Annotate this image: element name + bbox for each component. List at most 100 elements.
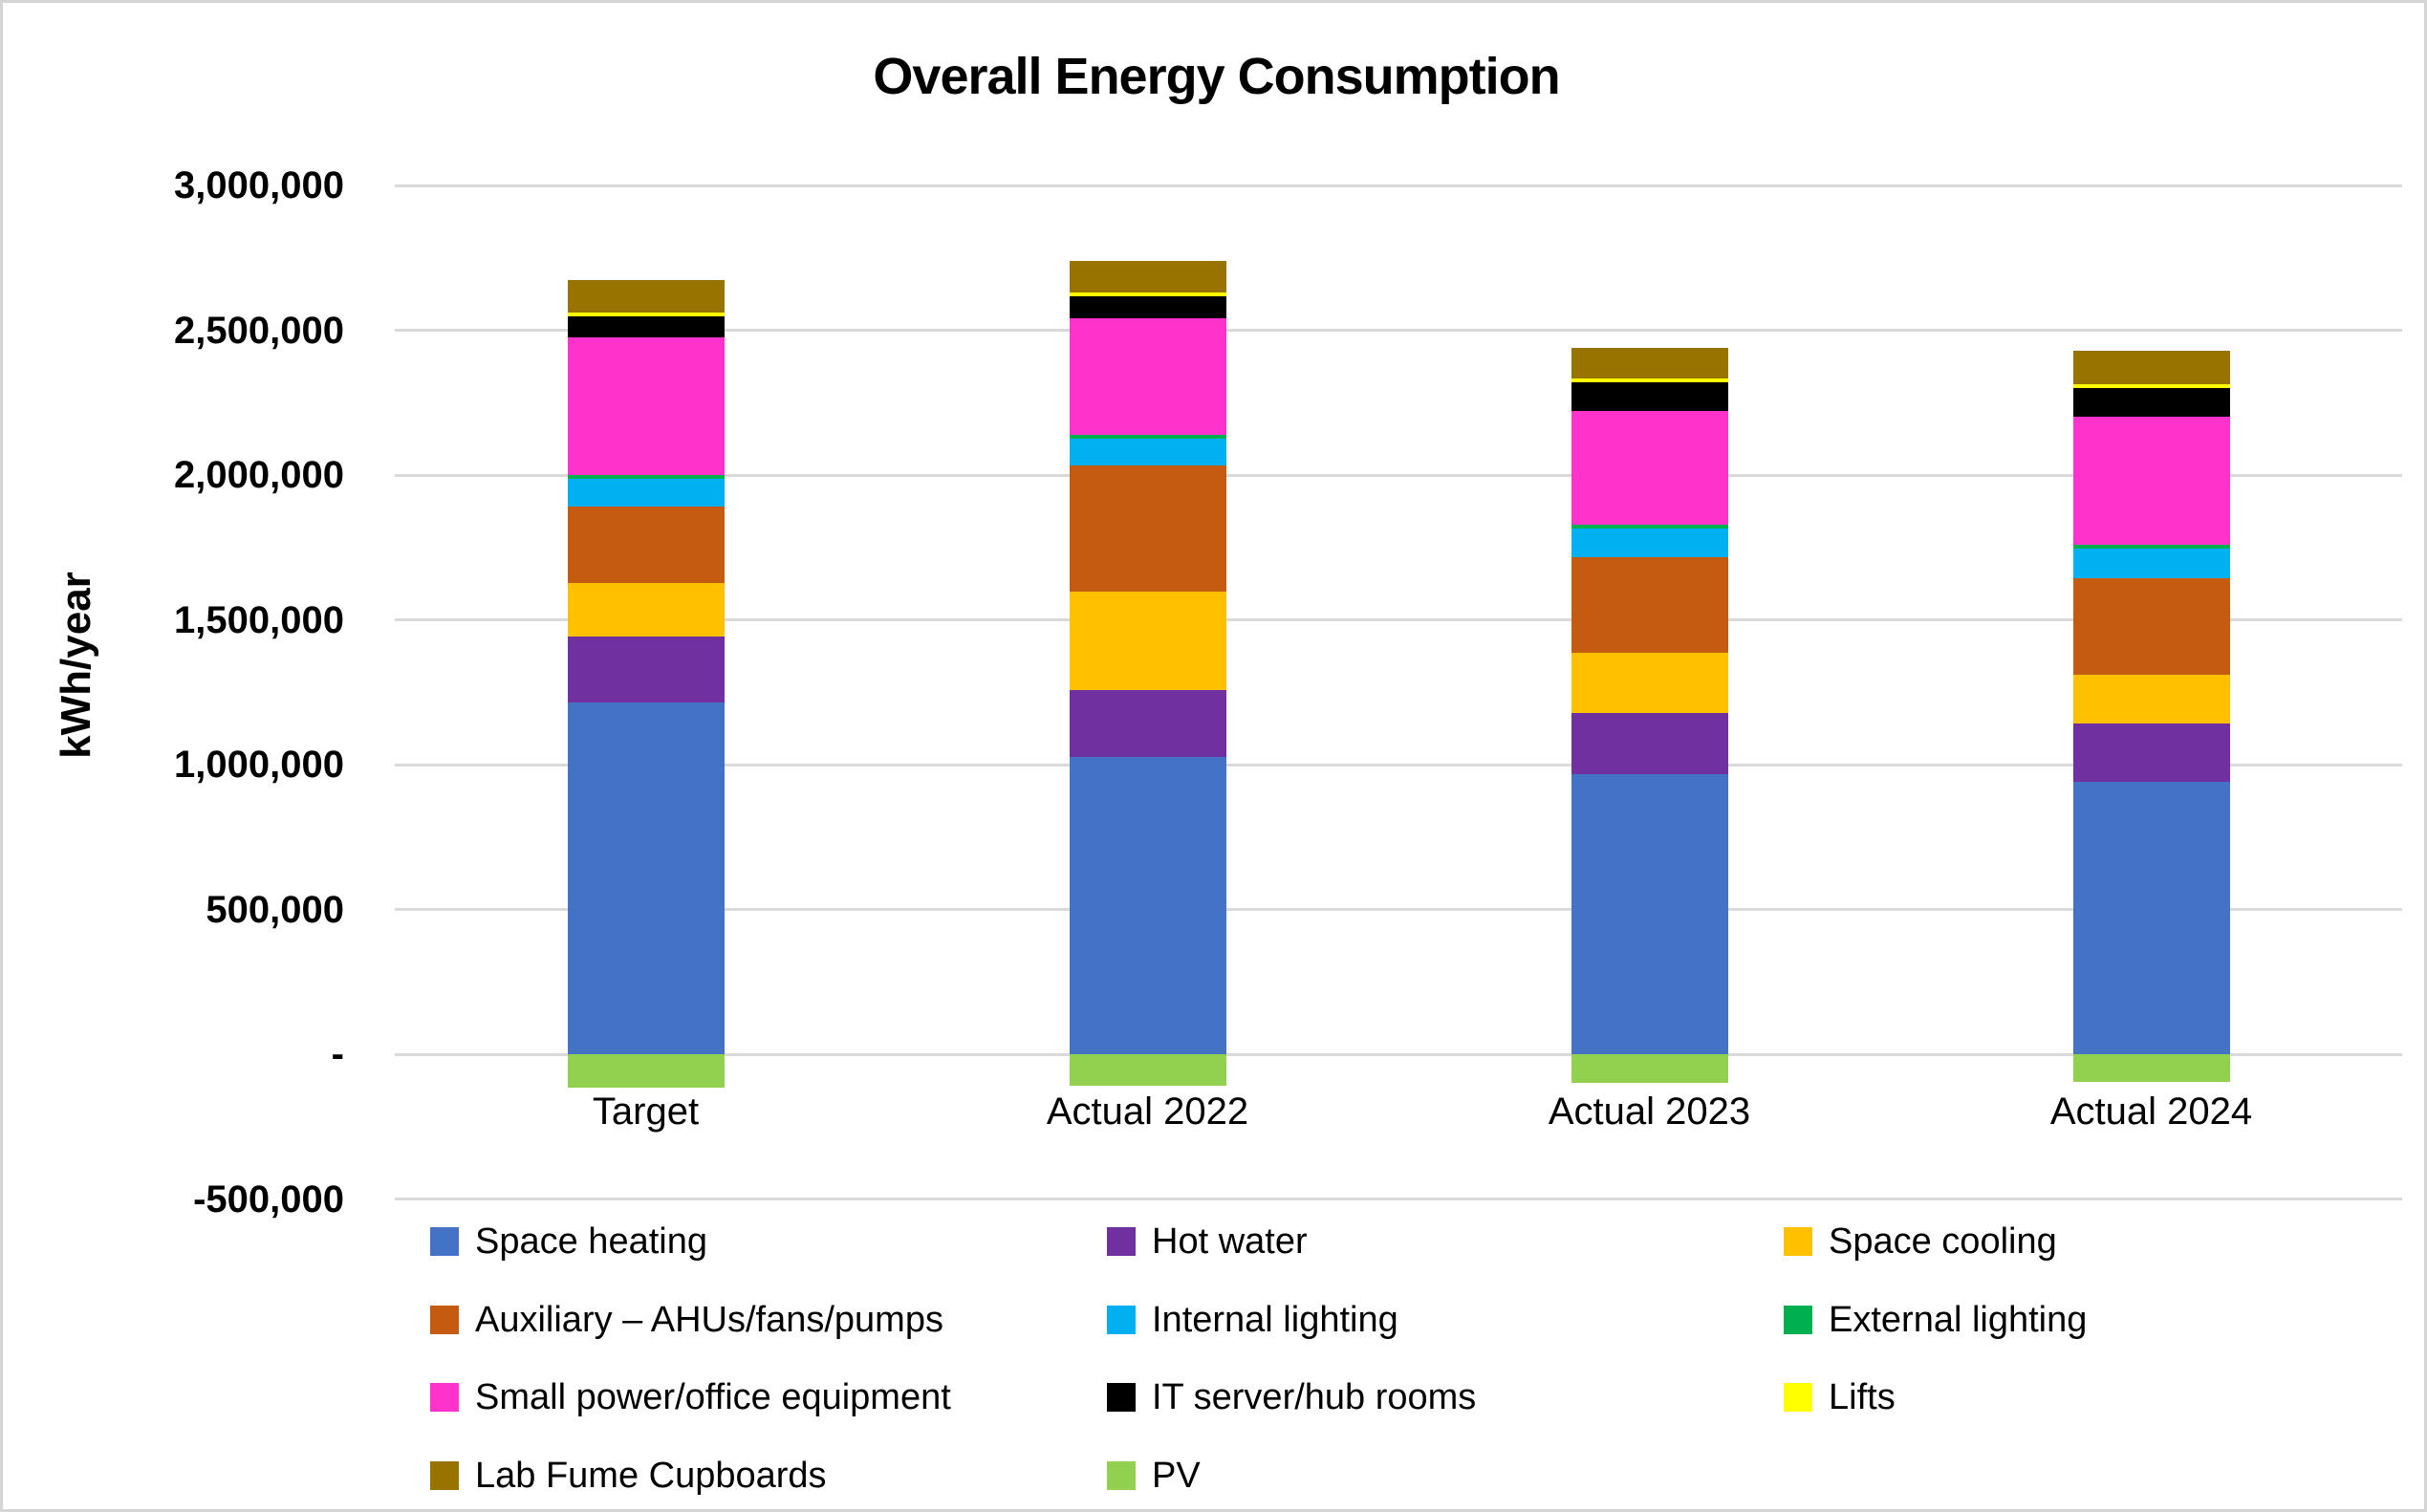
bar-segment-external-lighting-target[interactable] bbox=[567, 475, 725, 480]
legend-swatch-icon bbox=[1784, 1227, 1812, 1256]
bar-segment-external-lighting-actual-2024[interactable] bbox=[2072, 545, 2230, 550]
category-label-target: Target bbox=[592, 1091, 700, 1133]
legend-swatch-icon bbox=[1784, 1305, 1812, 1334]
legend-label: Small power/office equipment bbox=[475, 1377, 951, 1418]
bar-segment-space-heating-actual-2023[interactable] bbox=[1571, 773, 1728, 1054]
bar-segment-pv-target[interactable] bbox=[567, 1054, 725, 1088]
gridline--500000 bbox=[395, 1198, 2402, 1200]
bar-segment-space-cooling-actual-2024[interactable] bbox=[2072, 675, 2230, 724]
bar-segment-lab-fume-cupboards-actual-2022[interactable] bbox=[1069, 260, 1226, 293]
bar-segment-space-heating-actual-2024[interactable] bbox=[2072, 782, 2230, 1054]
bar-segment-space-cooling-actual-2022[interactable] bbox=[1069, 591, 1226, 690]
bar-segment-small-power-office-equipment-actual-2022[interactable] bbox=[1069, 317, 1226, 436]
legend-swatch-icon bbox=[1107, 1227, 1136, 1256]
legend-item-lifts[interactable]: Lifts bbox=[1784, 1376, 1896, 1418]
bar-segment-small-power-office-equipment-actual-2024[interactable] bbox=[2072, 416, 2230, 545]
legend-label: Space cooling bbox=[1829, 1221, 2057, 1262]
legend-label: PV bbox=[1152, 1456, 1201, 1497]
bar-segment-lifts-actual-2024[interactable] bbox=[2072, 383, 2230, 388]
bar-segment-small-power-office-equipment-target[interactable] bbox=[567, 337, 725, 475]
bar-segment-internal-lighting-actual-2024[interactable] bbox=[2072, 549, 2230, 579]
gridline-2500000 bbox=[395, 329, 2402, 332]
bar-segment-auxiliary-ahus-fans-pumps-actual-2023[interactable] bbox=[1571, 556, 1728, 653]
category-label-actual-2024: Actual 2024 bbox=[2049, 1091, 2253, 1133]
legend-item-lab-fume-cupboards[interactable]: Lab Fume Cupboards bbox=[430, 1455, 827, 1497]
legend-item-it-server-hub-rooms[interactable]: IT server/hub rooms bbox=[1107, 1376, 1476, 1418]
bar-segment-hot-water-actual-2023[interactable] bbox=[1571, 713, 1728, 774]
legend-label: External lighting bbox=[1829, 1299, 2088, 1340]
legend-label: Auxiliary – AHUs/fans/pumps bbox=[475, 1299, 943, 1340]
legend-item-external-lighting[interactable]: External lighting bbox=[1784, 1299, 2087, 1341]
y-tick-label: 1,500,000 bbox=[174, 598, 344, 641]
bar-segment-pv-actual-2024[interactable] bbox=[2072, 1054, 2230, 1083]
bar-segment-it-server-hub-rooms-actual-2024[interactable] bbox=[2072, 387, 2230, 417]
y-tick-label: - bbox=[331, 1033, 344, 1075]
legend-swatch-icon bbox=[1107, 1305, 1136, 1334]
bar-segment-auxiliary-ahus-fans-pumps-actual-2024[interactable] bbox=[2072, 578, 2230, 676]
bar-segment-hot-water-actual-2022[interactable] bbox=[1069, 689, 1226, 758]
bar-segment-internal-lighting-target[interactable] bbox=[567, 479, 725, 507]
bar-segment-internal-lighting-actual-2022[interactable] bbox=[1069, 439, 1226, 465]
legend-swatch-icon bbox=[430, 1383, 459, 1413]
bar-segment-auxiliary-ahus-fans-pumps-target[interactable] bbox=[567, 506, 725, 584]
gridline-3000000 bbox=[395, 184, 2402, 187]
legend-item-space-heating[interactable]: Space heating bbox=[430, 1220, 707, 1263]
legend-label: Space heating bbox=[475, 1221, 707, 1262]
bar-segment-lab-fume-cupboards-actual-2023[interactable] bbox=[1571, 347, 1728, 379]
bar-segment-auxiliary-ahus-fans-pumps-actual-2022[interactable] bbox=[1069, 465, 1226, 592]
gridline-0 bbox=[395, 1052, 2402, 1056]
bar-segment-space-cooling-actual-2023[interactable] bbox=[1571, 652, 1728, 714]
legend-label: Lifts bbox=[1829, 1377, 1896, 1418]
legend-item-auxiliary-ahus-fans-pumps[interactable]: Auxiliary – AHUs/fans/pumps bbox=[430, 1299, 943, 1341]
bar-segment-lab-fume-cupboards-target[interactable] bbox=[567, 280, 725, 313]
bar-segment-lifts-actual-2023[interactable] bbox=[1571, 378, 1728, 383]
legend-item-pv[interactable]: PV bbox=[1107, 1455, 1201, 1497]
y-tick-label: 2,000,000 bbox=[174, 454, 344, 496]
legend-swatch-icon bbox=[1107, 1383, 1136, 1413]
bar-segment-small-power-office-equipment-actual-2023[interactable] bbox=[1571, 411, 1728, 525]
gridline-500000 bbox=[395, 908, 2402, 911]
bar-segment-lifts-actual-2022[interactable] bbox=[1069, 292, 1226, 296]
y-tick-label: 2,500,000 bbox=[174, 309, 344, 352]
legend-item-hot-water[interactable]: Hot water bbox=[1107, 1220, 1308, 1263]
legend-swatch-icon bbox=[430, 1227, 459, 1256]
category-label-actual-2022: Actual 2022 bbox=[1046, 1091, 1249, 1133]
bar-segment-external-lighting-actual-2022[interactable] bbox=[1069, 435, 1226, 440]
legend-label: Internal lighting bbox=[1152, 1299, 1398, 1340]
bar-segment-external-lighting-actual-2023[interactable] bbox=[1571, 524, 1728, 529]
legend-item-internal-lighting[interactable]: Internal lighting bbox=[1107, 1299, 1398, 1341]
legend-swatch-icon bbox=[430, 1305, 459, 1334]
bar-segment-lifts-target[interactable] bbox=[567, 313, 725, 316]
bar-segment-space-heating-actual-2022[interactable] bbox=[1069, 757, 1226, 1054]
chart-title: Overall Energy Consumption bbox=[873, 48, 1560, 105]
gridline-1500000 bbox=[395, 618, 2402, 621]
legend-item-small-power-office-equipment[interactable]: Small power/office equipment bbox=[430, 1376, 951, 1418]
legend-label: IT server/hub rooms bbox=[1152, 1377, 1477, 1418]
bar-segment-pv-actual-2023[interactable] bbox=[1571, 1054, 1728, 1084]
legend-swatch-icon bbox=[430, 1461, 459, 1491]
bar-segment-it-server-hub-rooms-actual-2022[interactable] bbox=[1069, 295, 1226, 318]
bar-segment-hot-water-target[interactable] bbox=[567, 636, 725, 702]
gridline-2000000 bbox=[395, 473, 2402, 477]
bar-segment-space-cooling-target[interactable] bbox=[567, 583, 725, 637]
y-tick-label: 1,000,000 bbox=[174, 744, 344, 786]
bar-segment-it-server-hub-rooms-target[interactable] bbox=[567, 315, 725, 338]
bar-segment-lab-fume-cupboards-actual-2024[interactable] bbox=[2072, 351, 2230, 384]
gridline-1000000 bbox=[395, 763, 2402, 767]
legend-swatch-icon bbox=[1107, 1461, 1136, 1491]
bar-segment-internal-lighting-actual-2023[interactable] bbox=[1571, 528, 1728, 557]
y-tick-label: 500,000 bbox=[206, 888, 344, 931]
legend-item-space-cooling[interactable]: Space cooling bbox=[1784, 1220, 2057, 1263]
bar-segment-it-server-hub-rooms-actual-2023[interactable] bbox=[1571, 382, 1728, 412]
legend-swatch-icon bbox=[1784, 1383, 1812, 1413]
bar-segment-space-heating-target[interactable] bbox=[567, 702, 725, 1054]
y-tick-label: 3,000,000 bbox=[174, 164, 344, 206]
legend-label: Hot water bbox=[1152, 1221, 1308, 1262]
y-tick-label: -500,000 bbox=[193, 1177, 344, 1220]
y-axis-title: kWh/year bbox=[53, 572, 99, 759]
category-label-actual-2023: Actual 2023 bbox=[1548, 1091, 1751, 1133]
legend-label: Lab Fume Cupboards bbox=[475, 1456, 827, 1497]
bar-segment-hot-water-actual-2024[interactable] bbox=[2072, 723, 2230, 783]
bar-segment-pv-actual-2022[interactable] bbox=[1069, 1054, 1226, 1086]
